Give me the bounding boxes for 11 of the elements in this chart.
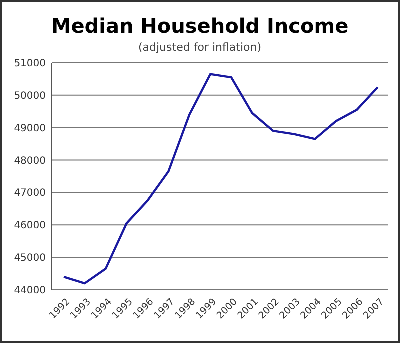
y-tick-label: 45000 bbox=[14, 253, 46, 264]
y-tick-label: 47000 bbox=[14, 188, 46, 200]
y-tick-label: 44000 bbox=[14, 286, 46, 296]
y-tick-label: 49000 bbox=[14, 123, 46, 134]
y-tick-label: 46000 bbox=[14, 220, 46, 232]
y-tick-label: 50000 bbox=[14, 90, 46, 102]
y-tick-label: 51000 bbox=[14, 58, 46, 70]
y-tick-label: 48000 bbox=[14, 156, 46, 167]
chart-subtitle: (adjusted for inflation) bbox=[138, 41, 262, 54]
line-series bbox=[62, 73, 380, 285]
chart-title: Median Household Income bbox=[51, 14, 349, 38]
